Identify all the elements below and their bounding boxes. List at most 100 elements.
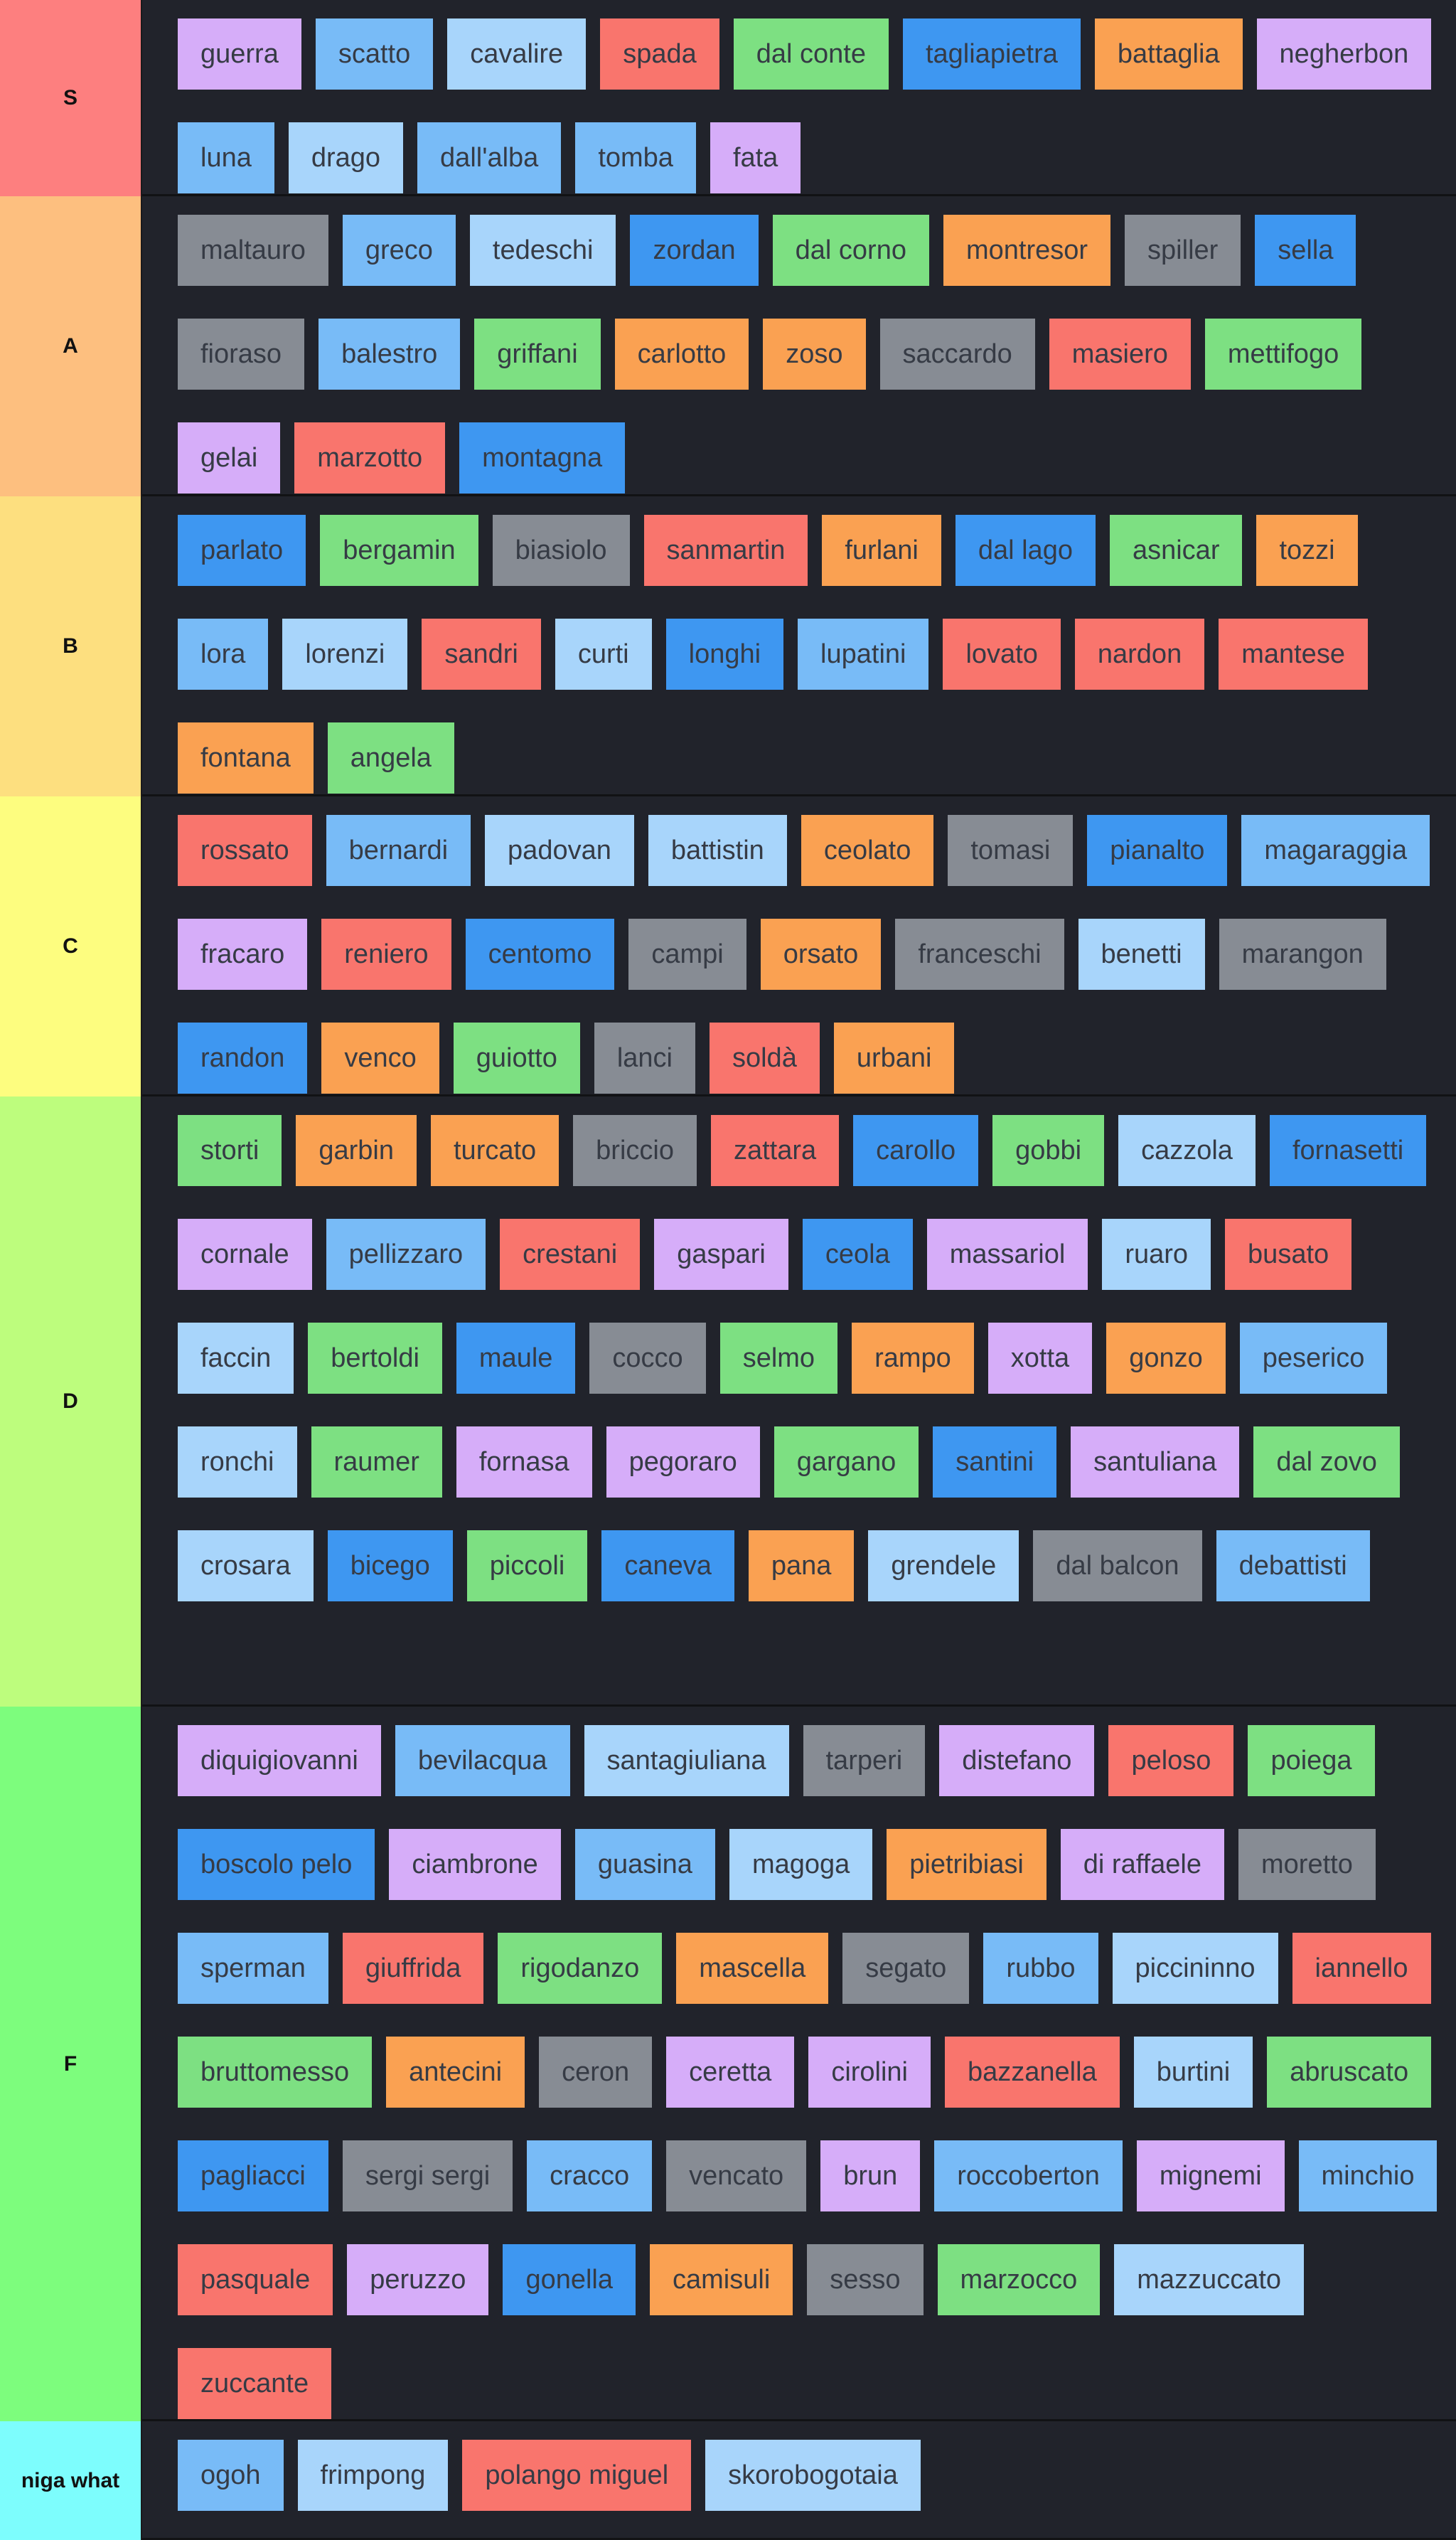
tier-item[interactable]: peruzzo — [347, 2244, 489, 2315]
tier-item[interactable]: asnicar — [1109, 515, 1243, 586]
tier-item[interactable]: lovato — [943, 619, 1061, 690]
tier-item[interactable]: pagliacci — [178, 2140, 328, 2211]
tier-item[interactable]: bergamin — [320, 515, 478, 586]
tier-item[interactable]: di raffaele — [1060, 1829, 1224, 1900]
tier-item[interactable]: dal zovo — [1253, 1426, 1400, 1498]
tier-item[interactable]: minchio — [1298, 2140, 1438, 2211]
tier-item[interactable]: cornale — [178, 1219, 312, 1290]
tier-item[interactable]: saccardo — [879, 319, 1035, 390]
tier-item[interactable]: fornasetti — [1269, 1115, 1427, 1186]
tier-item[interactable]: montresor — [943, 215, 1111, 286]
tier-item[interactable]: campi — [628, 919, 746, 990]
tier-item[interactable]: padovan — [485, 815, 634, 886]
tier-item[interactable]: burtini — [1133, 2037, 1253, 2108]
tier-item[interactable]: cavalire — [447, 18, 587, 90]
tier-item[interactable]: peserico — [1239, 1323, 1388, 1394]
tier-items-container[interactable]: storti garbin turcato briccio zattara carollo… — [142, 1096, 1456, 1707]
tier-item[interactable]: distefano — [939, 1725, 1095, 1796]
tier-item[interactable]: nardon — [1074, 619, 1205, 690]
tier-label[interactable]: D — [0, 1096, 142, 1707]
tier-item[interactable]: caneva — [601, 1530, 734, 1601]
tier-label[interactable]: B — [0, 496, 142, 796]
tier-item[interactable]: dal corno — [772, 215, 929, 286]
tier-item[interactable]: negherbon — [1256, 18, 1432, 90]
tier-item[interactable]: cirolini — [808, 2037, 931, 2108]
tier-item[interactable]: gelai — [178, 422, 281, 493]
tier-item[interactable]: boscolo pelo — [178, 1829, 375, 1900]
tier-item[interactable]: lupatini — [798, 619, 929, 690]
tier-item[interactable]: rigodanzo — [498, 1933, 663, 2004]
tier-item[interactable]: maule — [456, 1323, 576, 1394]
tier-item[interactable]: busato — [1225, 1219, 1352, 1290]
tier-item[interactable]: ronchi — [178, 1426, 297, 1498]
tier-item[interactable]: storti — [178, 1115, 282, 1186]
tier-item[interactable]: tedeschi — [469, 215, 616, 286]
tier-label[interactable]: S — [0, 0, 142, 196]
tier-item[interactable]: moretto — [1238, 1829, 1376, 1900]
tier-item[interactable]: ceretta — [666, 2037, 795, 2108]
tier-item[interactable]: zordan — [630, 215, 759, 286]
tier-item[interactable]: curti — [555, 619, 652, 690]
tier-item[interactable]: cocco — [589, 1323, 706, 1394]
tier-item[interactable]: cracco — [527, 2140, 653, 2211]
tier-item[interactable]: ciambrone — [389, 1829, 561, 1900]
tier-item[interactable]: rampo — [852, 1323, 974, 1394]
tier-item[interactable]: zuccante — [178, 2348, 332, 2419]
tier-item[interactable]: pasquale — [178, 2244, 333, 2315]
tier-item[interactable]: biasiolo — [492, 515, 630, 586]
tier-item[interactable]: ceola — [802, 1219, 913, 1290]
tier-item[interactable]: dal conte — [733, 18, 889, 90]
tier-item[interactable]: mignemi — [1136, 2140, 1285, 2211]
tier-item[interactable]: montagna — [459, 422, 626, 493]
tier-item[interactable]: pietribiasi — [887, 1829, 1046, 1900]
tier-item[interactable]: orsato — [760, 919, 882, 990]
tier-item[interactable]: ogoh — [178, 2440, 284, 2511]
tier-item[interactable]: pegoraro — [606, 1426, 760, 1498]
tier-item[interactable]: poiega — [1248, 1725, 1375, 1796]
tier-item[interactable]: lorenzi — [282, 619, 408, 690]
tier-item[interactable]: marzocco — [937, 2244, 1101, 2315]
tier-item[interactable]: camisuli — [650, 2244, 793, 2315]
tier-item[interactable]: sella — [1255, 215, 1356, 286]
tier-item[interactable]: dal lago — [955, 515, 1096, 586]
tier-item[interactable]: santagiuliana — [584, 1725, 789, 1796]
tier-item[interactable]: guiotto — [453, 1023, 580, 1094]
tier-item[interactable]: gaspari — [654, 1219, 788, 1290]
tier-item[interactable]: ceron — [539, 2037, 653, 2108]
tier-items-container[interactable]: ogoh frimpong polango miguel skorobogotaia — [142, 2421, 1456, 2540]
tier-item[interactable]: fioraso — [178, 319, 305, 390]
tier-items-container[interactable]: maltauro greco tedeschi zordan dal corno mont… — [142, 196, 1456, 496]
tier-item[interactable]: iannello — [1292, 1933, 1431, 2004]
tier-item[interactable]: giuffrida — [342, 1933, 484, 2004]
tier-item[interactable]: sanmartin — [643, 515, 808, 586]
tier-item[interactable]: longhi — [665, 619, 784, 690]
tier-item[interactable]: tozzi — [1256, 515, 1358, 586]
tier-item[interactable]: tomasi — [948, 815, 1074, 886]
tier-item[interactable]: abruscato — [1267, 2037, 1432, 2108]
tier-item[interactable]: gonzo — [1106, 1323, 1226, 1394]
tier-item[interactable]: bevilacqua — [395, 1725, 570, 1796]
tier-item[interactable]: bicego — [327, 1530, 453, 1601]
tier-item[interactable]: zoso — [763, 319, 866, 390]
tier-item[interactable]: zattara — [710, 1115, 840, 1186]
tier-item[interactable]: dal balcon — [1033, 1530, 1202, 1601]
tier-item[interactable]: piccoli — [466, 1530, 588, 1601]
tier-item[interactable]: battistin — [648, 815, 787, 886]
tier-item[interactable]: peloso — [1108, 1725, 1234, 1796]
tier-item[interactable]: centomo — [465, 919, 615, 990]
tier-item[interactable]: gargano — [774, 1426, 919, 1498]
tier-item[interactable]: mantese — [1219, 619, 1368, 690]
tier-item[interactable]: tagliapietra — [902, 18, 1081, 90]
tier-item[interactable]: diquigiovanni — [178, 1725, 381, 1796]
tier-item[interactable]: scatto — [315, 18, 434, 90]
tier-item[interactable]: ruaro — [1102, 1219, 1211, 1290]
tier-item[interactable]: lanci — [594, 1023, 695, 1094]
tier-item[interactable]: dall'alba — [417, 122, 562, 193]
tier-item[interactable]: sesso — [807, 2244, 924, 2315]
tier-label[interactable]: F — [0, 1707, 142, 2421]
tier-items-container[interactable]: diquigiovanni bevilacqua santagiuliana tarp… — [142, 1707, 1456, 2421]
tier-item[interactable]: furlani — [822, 515, 941, 586]
tier-item[interactable]: griffani — [474, 319, 601, 390]
tier-item[interactable]: maltauro — [178, 215, 328, 286]
tier-item[interactable]: spada — [600, 18, 719, 90]
